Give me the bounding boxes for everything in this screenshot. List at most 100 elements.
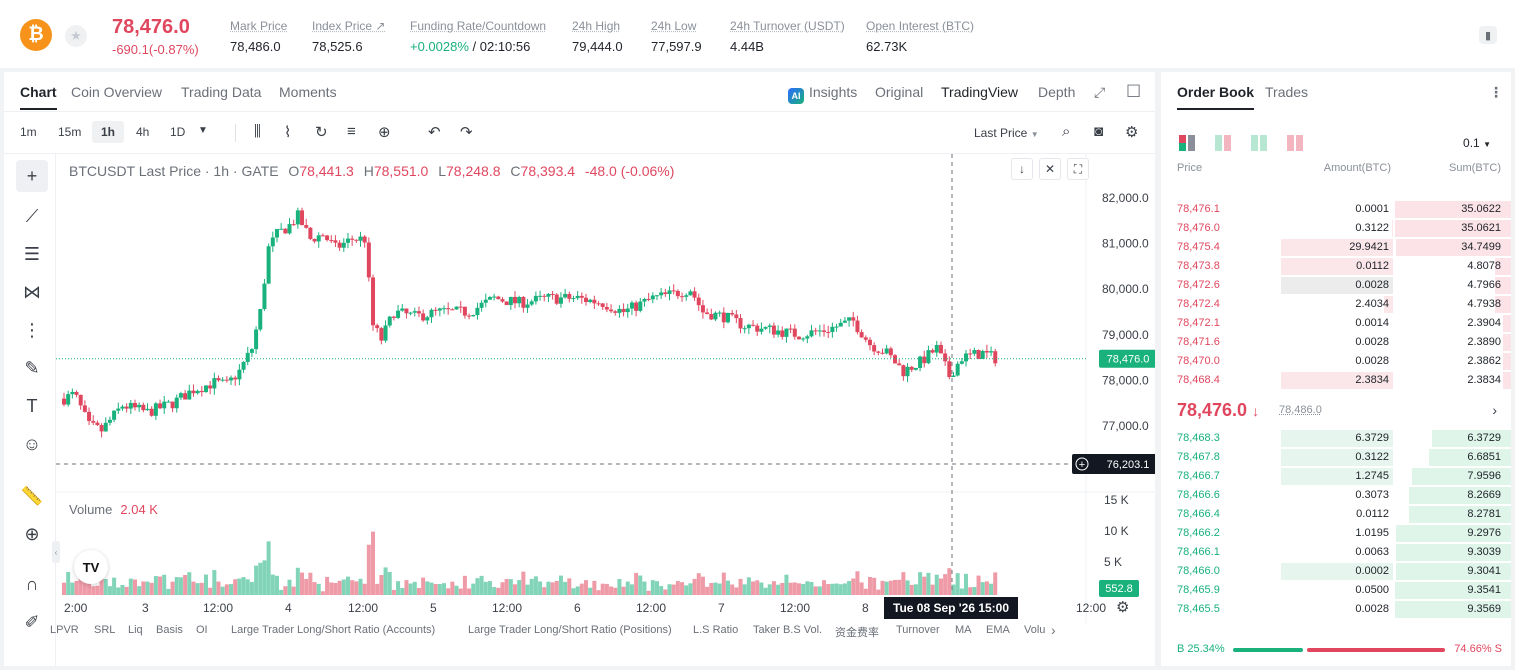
ask-row[interactable]: 78,476.0 0.3122 35.0621 [1161, 219, 1511, 238]
indicator-10[interactable]: Turnover [896, 624, 940, 636]
tab-original[interactable]: Original [875, 84, 924, 100]
book-icon[interactable]: ▮ [1479, 26, 1497, 44]
indicator-3[interactable]: Basis [156, 624, 183, 636]
view-bids-icon[interactable] [1251, 135, 1267, 151]
indicator-4[interactable]: OI [196, 624, 208, 636]
emoji-icon[interactable]: ☺ [22, 433, 42, 454]
tradingview-logo-icon[interactable]: TV [74, 550, 108, 584]
view-asks-icon[interactable] [1215, 135, 1231, 151]
order-amount: 2.3834 [1355, 374, 1389, 386]
pencil-lock-icon[interactable]: ✐ [24, 611, 40, 632]
pattern-icon[interactable]: ⋈ [23, 281, 41, 302]
settings-gear-icon[interactable]: ⚙ [1125, 124, 1139, 141]
tab-coin-overview[interactable]: Coin Overview [71, 84, 163, 100]
zoom-in-icon[interactable]: ⊕ [24, 523, 40, 544]
bid-row[interactable]: 78,467.8 0.3122 6.6851 [1161, 448, 1511, 467]
ask-row[interactable]: 78,471.6 0.0028 2.3890 [1161, 333, 1511, 352]
ask-row[interactable]: 78,473.8 0.0112 4.8078 [1161, 257, 1511, 276]
favorite-star-icon[interactable]: ★ [65, 25, 87, 47]
fullscreen-icon[interactable]: ⛶ [1067, 158, 1089, 180]
bid-row[interactable]: 78,466.2 1.0195 9.2976 [1161, 524, 1511, 543]
view-sells-icon[interactable] [1287, 135, 1303, 151]
indicator-0[interactable]: LPVR [50, 624, 79, 636]
bid-row[interactable]: 78,466.4 0.0112 8.2781 [1161, 505, 1511, 524]
crosshair-icon[interactable]: + [16, 160, 48, 192]
ask-row[interactable]: 78,472.1 0.0014 2.3904 [1161, 314, 1511, 333]
candle-body [132, 402, 137, 408]
interval-dropdown-icon[interactable]: ▼ [198, 125, 208, 136]
tab-depth[interactable]: Depth [1038, 84, 1076, 100]
view-both-icon[interactable] [1179, 135, 1195, 151]
ask-row[interactable]: 78,472.6 0.0028 4.7966 [1161, 276, 1511, 295]
bid-row[interactable]: 78,465.9 0.0500 9.3541 [1161, 581, 1511, 600]
collapse-icon[interactable]: ✕ [1039, 158, 1061, 180]
interval-15m[interactable]: 15m [58, 125, 82, 139]
tab-insights[interactable]: AI Insights [788, 84, 857, 104]
bid-row[interactable]: 78,468.3 6.3729 6.3729 [1161, 429, 1511, 448]
candle-body [746, 324, 751, 329]
bid-row[interactable]: 78,466.0 0.0002 9.3041 [1161, 562, 1511, 581]
tab-moments[interactable]: Moments [279, 84, 337, 100]
scroll-down-icon[interactable]: ↓ [1011, 158, 1033, 180]
price-chart[interactable]: 78,476.0 + 76,203.1 82,000.0 81,000.0 80,000.… [56, 154, 1155, 624]
indicator-2[interactable]: Liq [128, 624, 143, 636]
stat-funding-rate[interactable]: Funding Rate/Countdown +0.0028% / 02:10:… [410, 19, 547, 54]
camera-icon[interactable]: ◙ [1094, 123, 1104, 140]
indicator-5[interactable]: Large Trader Long/Short Ratio (Accounts) [231, 624, 436, 636]
ruler-icon[interactable]: 📏 [20, 485, 44, 506]
indicator-6[interactable]: Large Trader Long/Short Ratio (Positions… [468, 624, 672, 636]
ask-row[interactable]: 78,470.0 0.0028 2.3862 [1161, 352, 1511, 371]
ask-row[interactable]: 78,472.4 2.4034 4.7938 [1161, 295, 1511, 314]
tick-size-select[interactable]: 0.1 ▼ [1463, 136, 1491, 150]
stat-mark-price[interactable]: Mark Price 78,486.0 [230, 19, 288, 54]
redo-icon[interactable]: ↷ [460, 124, 473, 141]
interval-1m[interactable]: 1m [20, 125, 37, 139]
indicator-8[interactable]: Taker B.S Vol. [753, 624, 823, 636]
fib-icon[interactable]: ⋮ [23, 319, 41, 340]
tab-tradingview[interactable]: TradingView [941, 84, 1019, 100]
indicators-icon[interactable]: ⌇ [284, 124, 292, 141]
bid-row[interactable]: 78,466.1 0.0063 9.3039 [1161, 543, 1511, 562]
indicator-11[interactable]: MA [955, 624, 972, 636]
bid-row[interactable]: 78,466.6 0.3073 8.2669 [1161, 486, 1511, 505]
price-type-select[interactable]: Last Price ▼ [974, 126, 1039, 140]
stat-open-interest[interactable]: Open Interest (BTC) 62.73K [866, 19, 975, 54]
bid-row[interactable]: 78,466.7 1.2745 7.9596 [1161, 467, 1511, 486]
indicator-9[interactable]: 资金费率 [835, 627, 879, 639]
more-menu-icon[interactable]: ⋮ [1489, 84, 1503, 100]
ask-row[interactable]: 78,476.1 0.0001 35.0622 [1161, 200, 1511, 219]
compare-icon[interactable]: ↻ [315, 124, 328, 141]
ask-row[interactable]: 78,475.4 29.9421 34.7499 [1161, 238, 1511, 257]
interval-1h[interactable]: 1h [92, 121, 125, 143]
add-indicator-icon[interactable]: ⊕ [378, 124, 391, 141]
brush-icon[interactable]: ✎ [24, 357, 40, 378]
horizontal-lines-icon[interactable]: ☰ [23, 243, 41, 264]
templates-icon[interactable]: ≡ [347, 123, 356, 140]
axis-settings-icon[interactable]: ⚙ [1116, 599, 1130, 616]
window-icon[interactable]: ☐ [1126, 82, 1142, 101]
indicator-1[interactable]: SRL [94, 624, 116, 636]
candle-type-icon[interactable]: ⫼ [254, 123, 261, 140]
chevron-right-icon[interactable]: › [1492, 402, 1497, 418]
undo-icon[interactable]: ↶ [428, 124, 441, 141]
bid-row[interactable]: 78,465.5 0.0028 9.3569 [1161, 600, 1511, 619]
interval-1d[interactable]: 1D [170, 125, 186, 139]
indicator-12[interactable]: EMA [986, 624, 1010, 636]
stat-index-price[interactable]: Index Price ↗ 78,525.6 [312, 19, 386, 54]
tab-trades[interactable]: Trades [1265, 84, 1309, 100]
indicator-13[interactable]: Volu [1024, 624, 1046, 636]
tab-order-book[interactable]: Order Book [1177, 84, 1255, 110]
tab-chart[interactable]: Chart [20, 84, 57, 110]
indicator-scroll-right-icon[interactable]: › [1051, 622, 1056, 638]
expand-icon[interactable]: ⤢ [1094, 84, 1106, 100]
interval-4h[interactable]: 4h [136, 125, 150, 139]
search-icon[interactable]: ⌕ [1062, 123, 1071, 140]
magnet-icon[interactable]: ∩ [25, 573, 39, 594]
candle-body [755, 325, 760, 332]
ask-row[interactable]: 78,468.4 2.3834 2.3834 [1161, 371, 1511, 390]
trendline-icon[interactable]: ⟋ [25, 205, 39, 226]
tab-trading-data[interactable]: Trading Data [181, 84, 262, 100]
collapse-toolbar-handle[interactable]: ‹ [52, 541, 60, 563]
text-icon[interactable]: T [26, 395, 38, 416]
indicator-7[interactable]: L.S Ratio [693, 624, 739, 636]
